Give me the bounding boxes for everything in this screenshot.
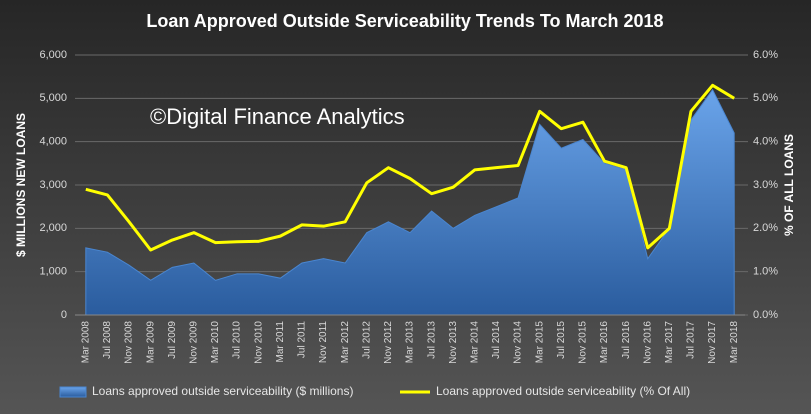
x-tick-label: Jul 2013 (426, 321, 437, 359)
x-tick-label: Nov 2010 (253, 321, 264, 364)
y-axis-title: $ MILLIONS NEW LOANS (14, 113, 28, 257)
y-tick-label: 1,000 (39, 266, 67, 278)
x-tick-label: Mar 2008 (80, 321, 91, 364)
y2-tick-label: 1.0% (753, 266, 778, 278)
y-tick-label: 6,000 (39, 49, 67, 61)
chart-title: Loan Approved Outside Serviceability Tre… (146, 11, 663, 31)
y2-tick-label: 2.0% (753, 222, 778, 234)
x-tick-label: Jul 2009 (167, 321, 178, 359)
x-tick-label: Nov 2013 (448, 321, 459, 364)
y-tick-label: 3,000 (39, 179, 67, 191)
x-tick-label: Mar 2013 (405, 321, 416, 364)
x-tick-label: Mar 2016 (599, 321, 610, 364)
x-tick-label: Nov 2017 (707, 321, 718, 364)
x-tick-label: Jul 2015 (556, 321, 567, 359)
x-tick-label: Mar 2012 (340, 321, 351, 364)
y2-tick-label: 4.0% (753, 136, 778, 148)
x-tick-label: Jul 2010 (232, 321, 243, 359)
plot: 0 1,000 2,000 3,000 4,000 5,000 6,000 0.0% 1.0% 2… (39, 49, 778, 398)
legend-label: Loans approved outside serviceability ($… (92, 384, 353, 398)
y-tick-label: 2,000 (39, 222, 67, 234)
y-tick-label: 0 (61, 309, 67, 321)
x-tick-label: Mar 2009 (145, 321, 156, 364)
x-tick-label: Nov 2014 (513, 321, 524, 364)
x-tick-label: Mar 2015 (534, 321, 545, 364)
x-tick-label: Nov 2016 (642, 321, 653, 364)
x-tick-label: Nov 2009 (189, 321, 200, 364)
x-tick-label: Mar 2011 (275, 321, 286, 363)
y2-tick-label: 5.0% (753, 92, 778, 104)
x-tick-label: Nov 2011 (318, 321, 329, 364)
x-tick-label: Jul 2016 (621, 321, 632, 359)
x-tick-label: Mar 2018 (729, 321, 740, 364)
x-tick-label: Nov 2008 (124, 321, 135, 364)
x-tick-label: Jul 2014 (491, 321, 502, 359)
y2-tick-label: 3.0% (753, 179, 778, 191)
line (85, 83, 735, 252)
x-tick-label: Jul 2017 (686, 321, 697, 359)
x-tick-label: Mar 2014 (469, 321, 480, 364)
x-tick-label: Mar 2010 (210, 321, 221, 364)
x-tick-label: Jul 2008 (102, 321, 113, 359)
watermark: ©Digital Finance Analytics (150, 104, 405, 129)
y-tick-label: 5,000 (39, 92, 67, 104)
y-tick-label: 4,000 (39, 136, 67, 148)
x-tick-label: Jul 2011 (297, 321, 308, 359)
y2-axis-title: % OF ALL LOANS (782, 134, 796, 236)
x-tick-label: Mar 2017 (664, 321, 675, 364)
legend-label: Loans approved outside serviceability (%… (436, 384, 690, 398)
legend-swatch (59, 386, 87, 398)
x-tick-label: Nov 2015 (578, 321, 589, 364)
y2-tick-label: 6.0% (753, 49, 778, 61)
area (85, 88, 735, 316)
x-tick-label: Jul 2012 (361, 321, 372, 359)
x-tick-label: Nov 2012 (383, 321, 394, 364)
y2-tick-label: 0.0% (753, 309, 778, 321)
